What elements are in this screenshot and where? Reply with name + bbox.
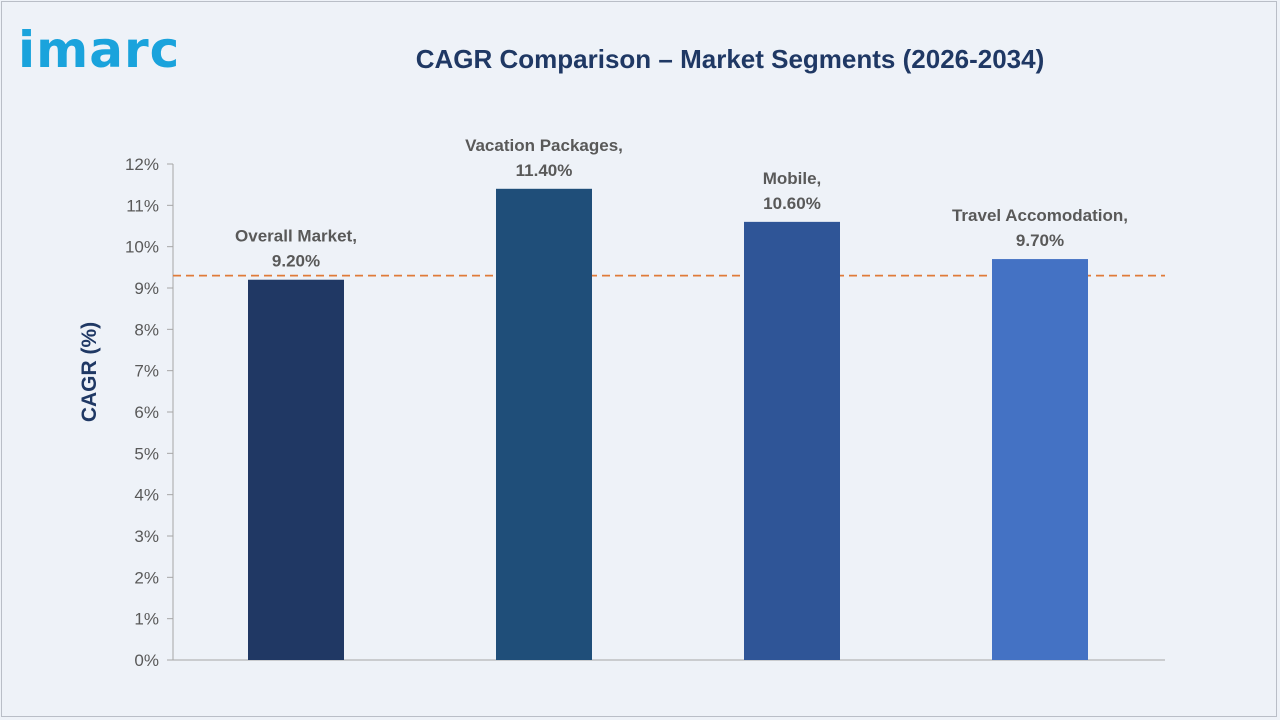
y-tick-label: 1% [134,610,159,629]
bar-3 [744,221,840,660]
y-tick-label: 4% [134,486,159,505]
data-label-value: 10.60% [763,194,821,213]
y-tick-label: 6% [134,403,159,422]
bar-1 [248,279,344,660]
bar-4 [992,259,1088,660]
data-label-category: Mobile, [763,169,822,188]
y-tick-label: 12% [125,155,159,174]
bar-2 [496,188,592,661]
y-tick-label: 11% [126,196,159,215]
y-tick-label: 8% [134,320,159,339]
chart-title: CAGR Comparison – Market Segments (2026-… [415,44,1045,74]
data-label-category: Vacation Packages, [465,136,623,155]
y-tick-label: 7% [134,362,159,381]
y-tick-label: 0% [134,651,159,670]
y-tick-label: 10% [125,238,159,257]
data-label-value: 9.20% [272,252,320,271]
y-tick-label: 3% [134,527,159,546]
y-tick-label: 5% [134,444,159,463]
data-label-category: Travel Accomodation, [952,206,1128,225]
y-tick-label: 9% [134,279,159,298]
y-axis-label: CAGR (%) [78,322,101,422]
data-label-category: Overall Market, [235,227,357,246]
y-axis: 0% 1% 2% 3% 4% 5% 6% 7% 8% 9% 10% 11% 12% [125,155,1165,670]
data-label-value: 11.40% [516,161,573,180]
imarc-logo: imarc [18,21,181,79]
data-labels-group: Overall Market, 9.20% Vacation Packages, 11… [235,136,1128,271]
y-tick-label: 2% [134,568,159,587]
data-label-value: 9.70% [1016,231,1064,250]
bars-group [248,188,1088,661]
